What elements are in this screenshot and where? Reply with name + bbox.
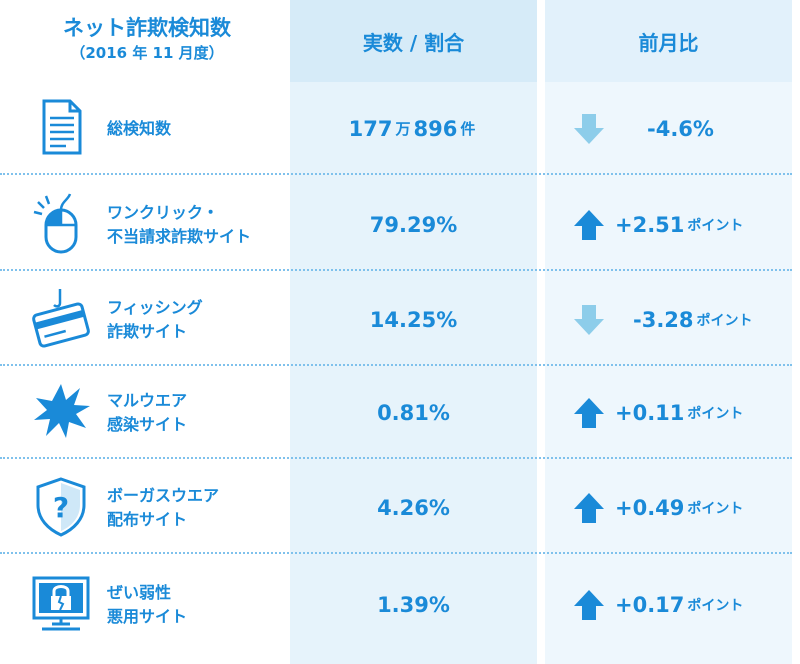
- column-header-change: 前月比: [545, 0, 792, 82]
- row-label-line: 感染サイト: [107, 414, 188, 434]
- monitor-broken-lock-icon: [32, 576, 90, 631]
- row-label-line: ワンクリック・: [107, 202, 219, 222]
- row-change: +0.11 ポイント: [615, 366, 790, 459]
- column-header-value: 実数 / 割合: [290, 0, 537, 82]
- row-value: 0.81%: [377, 400, 450, 425]
- change-value: +0.49: [615, 495, 685, 520]
- row-value: 4.26%: [377, 495, 450, 520]
- change-unit: ポイント: [687, 217, 744, 234]
- row-value: 79.29%: [369, 212, 458, 237]
- mouse-icon: [33, 193, 78, 254]
- up-arrow-icon: [574, 590, 604, 620]
- row-change: -3.28 ポイント: [615, 273, 790, 366]
- up-arrow-icon: [574, 210, 604, 240]
- row-label-line: 配布サイト: [107, 509, 188, 529]
- change-value: +0.11: [615, 400, 685, 425]
- up-arrow-icon: [574, 398, 604, 428]
- row-label: 総検知数: [107, 82, 287, 175]
- row-label-line: マルウエア: [107, 390, 188, 410]
- change-column-background: [545, 82, 792, 664]
- table-row: フィッシング 詐欺サイト 14.25% -3.28 ポイント: [0, 273, 800, 366]
- row-label: ボーガスウエア 配布サイト: [107, 461, 287, 554]
- row-change: +2.51 ポイント: [615, 178, 790, 271]
- row-change: +0.17 ポイント: [615, 558, 790, 651]
- row-value: 177 万 896 件: [290, 82, 537, 175]
- table-header: ネット詐欺検知数 （2016 年 11 月度） 実数 / 割合 前月比: [0, 0, 800, 82]
- change-unit: ポイント: [687, 405, 744, 422]
- row-label: ぜい弱性 悪用サイト: [107, 558, 287, 651]
- row-divider: [0, 269, 792, 271]
- change-value: +0.17: [615, 592, 685, 617]
- change-value: +2.51: [615, 212, 685, 237]
- title-main: ネット詐欺検知数: [63, 16, 231, 40]
- row-divider: [0, 364, 792, 366]
- row-divider: [0, 173, 792, 175]
- table-row: 総検知数 177 万 896 件 -4.6%: [0, 82, 800, 175]
- row-label: マルウエア 感染サイト: [107, 366, 287, 459]
- row-value: 1.39%: [377, 592, 450, 617]
- change-value: -4.6%: [647, 116, 714, 141]
- value-number: 177: [348, 116, 393, 141]
- shield-question-icon: ?: [36, 477, 86, 537]
- virus-burst-icon: [34, 384, 90, 438]
- row-divider: [0, 552, 792, 554]
- document-icon: [42, 99, 82, 155]
- change-unit: ポイント: [696, 312, 753, 329]
- title-period: （2016 年 11 月度）: [70, 44, 224, 62]
- svg-text:?: ?: [53, 491, 69, 524]
- row-label-line: 不当請求詐欺サイト: [107, 226, 252, 246]
- down-arrow-icon: [574, 114, 604, 144]
- change-unit: ポイント: [687, 597, 744, 614]
- table-row: ? ボーガスウエア 配布サイト 4.26% +0.49 ポイント: [0, 461, 800, 554]
- value-unit: 件: [460, 120, 476, 138]
- change-unit: ポイント: [687, 500, 744, 517]
- table-row: マルウエア 感染サイト 0.81% +0.11 ポイント: [0, 366, 800, 459]
- row-change: -4.6%: [615, 82, 790, 175]
- row-label-line: 悪用サイト: [107, 606, 188, 626]
- credit-card-hook-icon: [32, 289, 90, 348]
- row-label: ワンクリック・ 不当請求詐欺サイト: [107, 178, 287, 271]
- row-label-line: ボーガスウエア: [107, 485, 220, 505]
- down-arrow-icon: [574, 305, 604, 335]
- row-label-line: フィッシング: [107, 297, 203, 317]
- row-value: 14.25%: [369, 307, 458, 332]
- row-label-line: ぜい弱性: [107, 582, 172, 602]
- row-label-line: 総検知数: [107, 118, 172, 138]
- table-row: ぜい弱性 悪用サイト 1.39% +0.17 ポイント: [0, 558, 800, 651]
- change-value: -3.28: [633, 307, 694, 332]
- value-column-background: [290, 82, 537, 664]
- value-number: 896: [413, 116, 458, 141]
- table-row: ワンクリック・ 不当請求詐欺サイト 79.29% +2.51 ポイント: [0, 178, 800, 271]
- row-label: フィッシング 詐欺サイト: [107, 273, 287, 366]
- table-title: ネット詐欺検知数 （2016 年 11 月度）: [12, 14, 282, 64]
- row-change: +0.49 ポイント: [615, 461, 790, 554]
- row-label-line: 詐欺サイト: [107, 321, 188, 341]
- row-divider: [0, 457, 792, 459]
- up-arrow-icon: [574, 493, 604, 523]
- value-unit: 万: [395, 120, 411, 138]
